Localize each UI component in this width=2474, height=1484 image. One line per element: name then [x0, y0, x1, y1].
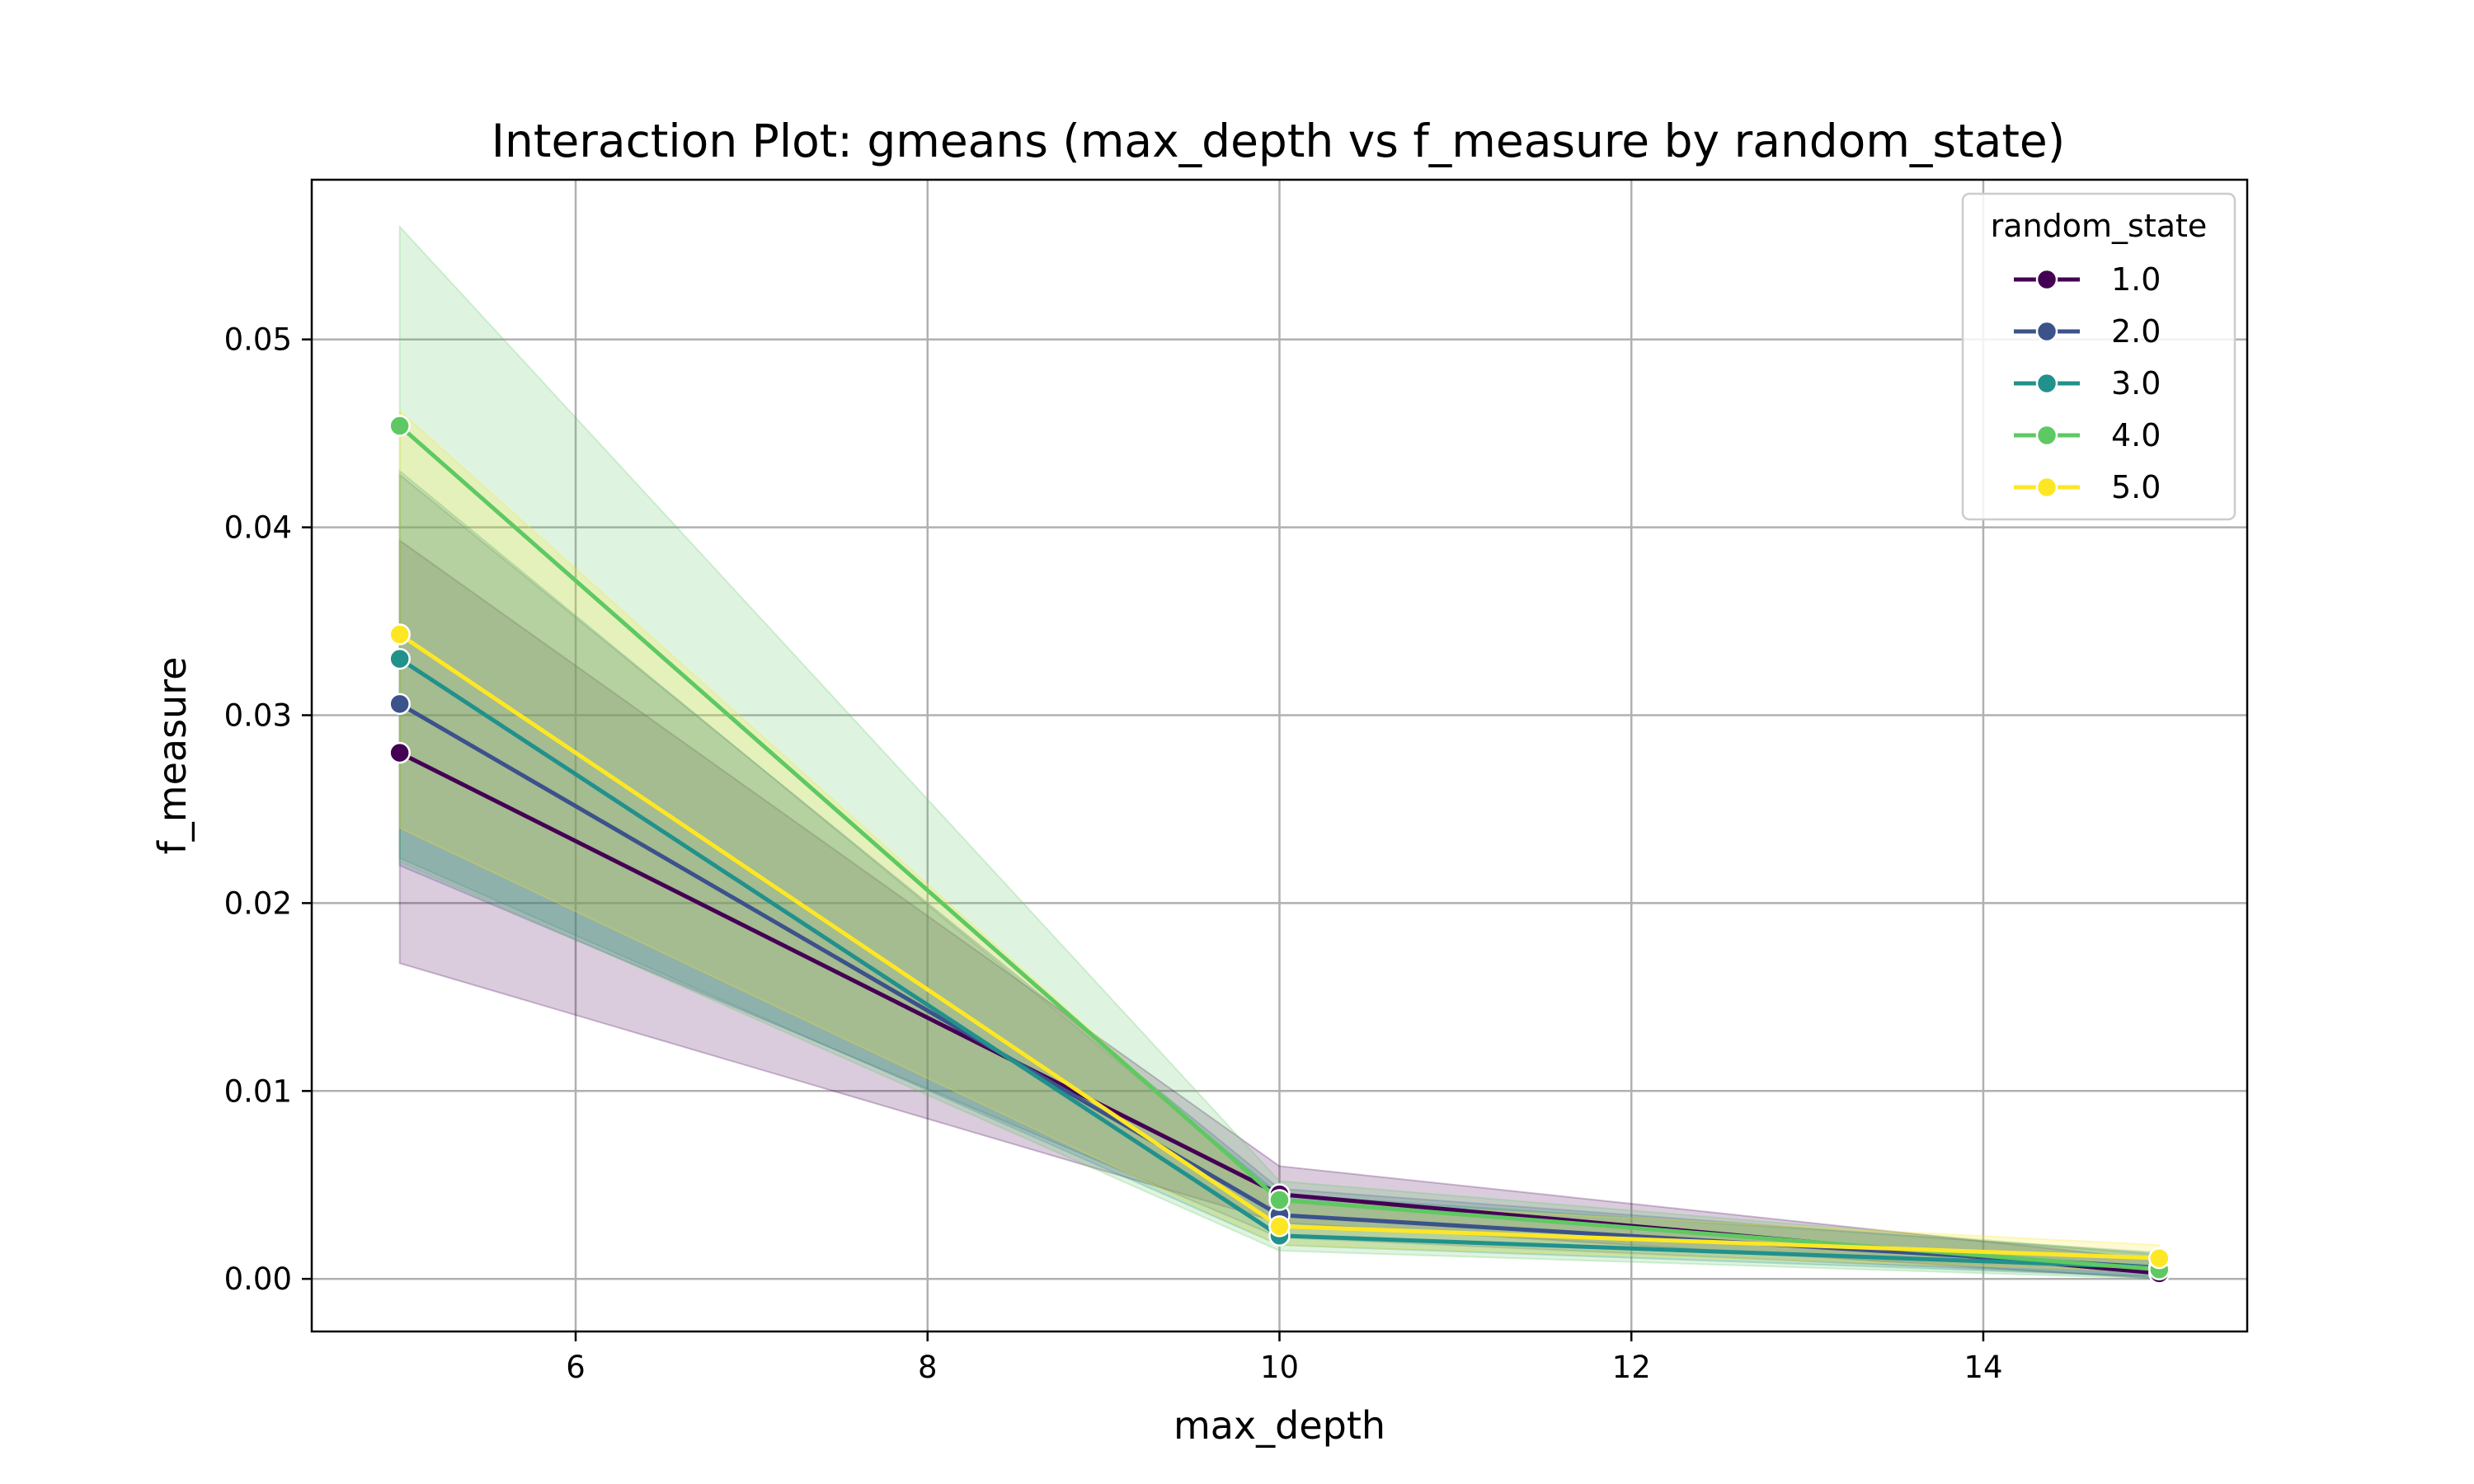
- y-tick-label: 0.00: [224, 1261, 292, 1297]
- legend-title: random_state: [1991, 208, 2208, 244]
- y-tick-label: 0.05: [224, 322, 292, 358]
- legend: random_state 1.0 2.0 3.0 4.0 5.0: [1961, 192, 2236, 521]
- x-axis-label: max_depth: [1174, 1403, 1385, 1448]
- x-tick-label: 12: [1612, 1350, 1651, 1385]
- point-series-3: [388, 647, 411, 670]
- point-series-1: [388, 741, 411, 764]
- legend-marker-series-5: [2035, 476, 2058, 499]
- y-tick-label: 0.02: [224, 885, 292, 921]
- legend-label-series-5: 5.0: [2111, 469, 2161, 505]
- legend-marker-series-2: [2035, 320, 2058, 343]
- y-axis: 0.00 0.01 0.02 0.03 0.04 0.05: [224, 322, 312, 1297]
- legend-box: [1961, 192, 2236, 521]
- y-axis-label: f_measure: [150, 657, 195, 855]
- legend-marker-series-4: [2035, 424, 2058, 447]
- point-series-2: [388, 693, 411, 716]
- series-markers: [388, 415, 2171, 1284]
- legend-marker-series-3: [2035, 372, 2058, 395]
- grid: [312, 180, 2247, 1331]
- x-tick-label: 6: [566, 1350, 586, 1385]
- legend-label-series-2: 2.0: [2111, 313, 2161, 350]
- y-tick-label: 0.03: [224, 698, 292, 734]
- x-tick-label: 10: [1260, 1350, 1299, 1385]
- legend-label-series-3: 3.0: [2111, 365, 2161, 402]
- y-tick-label: 0.01: [224, 1073, 292, 1109]
- x-tick-label: 14: [1964, 1350, 2002, 1385]
- legend-label-series-1: 1.0: [2111, 261, 2161, 298]
- point-series-5: [388, 623, 411, 646]
- point-series-4: [388, 415, 411, 437]
- legend-marker-series-1: [2035, 268, 2058, 291]
- x-tick-label: 8: [918, 1350, 938, 1385]
- point-series-5: [1268, 1215, 1291, 1237]
- point-series-4: [1268, 1189, 1291, 1211]
- point-series-5: [2148, 1247, 2171, 1270]
- chart-title: Interaction Plot: gmeans (max_depth vs f…: [492, 115, 2065, 167]
- y-tick-label: 0.04: [224, 510, 292, 546]
- x-axis: 6 8 10 12 14: [566, 1331, 2003, 1385]
- legend-label-series-4: 4.0: [2111, 417, 2161, 453]
